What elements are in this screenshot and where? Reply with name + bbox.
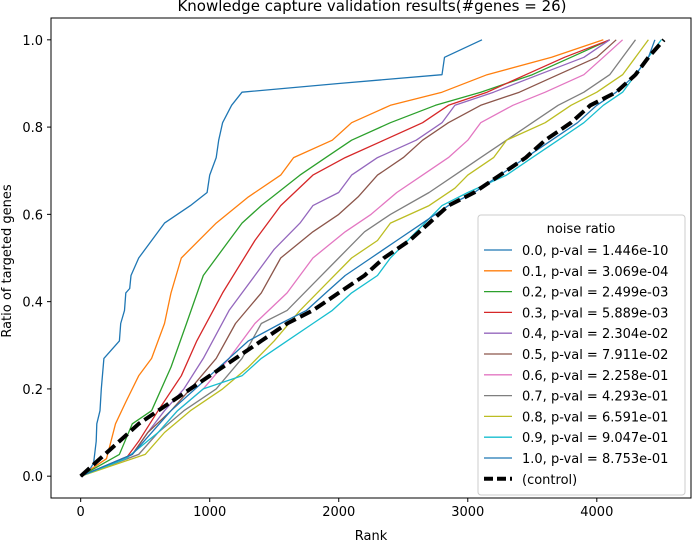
- series-line: [80, 39, 617, 477]
- series-line: [80, 39, 656, 477]
- series-line: [80, 39, 610, 477]
- axes-frame: [50, 17, 692, 499]
- legend-box: [477, 214, 686, 496]
- legend-label: 0.3, p-val = 5.889e-03: [522, 306, 668, 321]
- legend-label: 0.6, p-val = 2.258e-01: [522, 369, 668, 384]
- x-tick-label: 3000: [451, 505, 484, 520]
- x-tick-label: 4000: [580, 505, 613, 520]
- y-axis-label: Ratio of targeted genes: [0, 184, 15, 338]
- y-tick-label: 1.0: [22, 34, 43, 49]
- y-tick-label: 0.0: [22, 470, 43, 485]
- control-series-line: [79, 38, 666, 478]
- series-line: [80, 39, 611, 477]
- series-line: [80, 39, 483, 477]
- legend-label: 0.0, p-val = 1.446e-10: [522, 244, 668, 259]
- x-axis-ticks: 0 1000 2000 3000 4000: [77, 498, 613, 520]
- y-tick-label: 0.8: [22, 121, 43, 136]
- y-axis-ticks: 0.0 0.2 0.4 0.6 0.8 1.0: [22, 34, 51, 485]
- legend-title: noise ratio: [547, 222, 616, 237]
- x-tick-label: 1000: [193, 505, 226, 520]
- y-tick-label: 0.4: [22, 296, 43, 311]
- legend-label: 1.0, p-val = 8.753e-01: [522, 452, 668, 467]
- x-axis-label: Rank: [355, 529, 388, 543]
- legend-label: 0.7, p-val = 4.293e-01: [522, 390, 668, 405]
- y-tick-label: 0.6: [22, 208, 43, 223]
- plot-lines: [79, 38, 666, 478]
- legend-label: 0.4, p-val = 2.304e-02: [522, 327, 668, 342]
- legend-label: 0.8, p-val = 6.591e-01: [522, 410, 668, 425]
- chart-title: Knowledge capture validation results(#ge…: [177, 0, 566, 15]
- legend-label: 0.1, p-val = 3.069e-04: [522, 265, 668, 280]
- legend-items: 0.0, p-val = 1.446e-10 0.1, p-val = 3.069…: [484, 244, 668, 488]
- x-tick-label: 0: [77, 505, 85, 520]
- legend-label: (control): [522, 473, 577, 488]
- legend-label: 0.5, p-val = 7.911e-02: [522, 348, 668, 363]
- series-line: [80, 39, 649, 477]
- legend-label: 0.9, p-val = 9.047e-01: [522, 431, 668, 446]
- legend: noise ratio 0.0, p-val = 1.446e-10 0.1, p…: [477, 214, 686, 496]
- x-tick-label: 2000: [322, 505, 355, 520]
- y-tick-label: 0.2: [22, 383, 43, 398]
- legend-label: 0.2, p-val = 2.499e-03: [522, 286, 668, 301]
- series-line: [80, 39, 662, 477]
- series-line: [80, 39, 604, 477]
- series-line: [80, 39, 637, 477]
- series-line: [80, 39, 610, 477]
